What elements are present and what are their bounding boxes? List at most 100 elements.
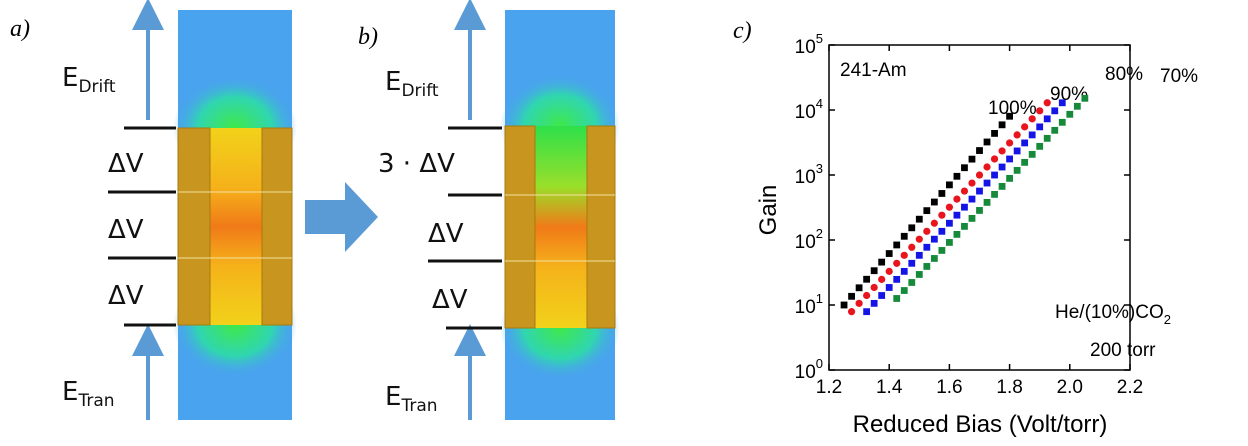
point [938, 228, 945, 235]
point [931, 220, 938, 227]
electrode [178, 128, 210, 325]
point [946, 204, 953, 211]
point [886, 268, 893, 275]
drift-label: EDrift [62, 63, 116, 97]
drift-label: EDrift [385, 67, 439, 101]
point [991, 155, 998, 162]
point [856, 284, 863, 291]
drift-sub: Drift [401, 81, 438, 101]
point [1006, 139, 1013, 146]
annotation: 241-Am [840, 60, 907, 81]
point [1014, 131, 1021, 138]
point [954, 173, 961, 180]
point [886, 284, 893, 291]
figure: a) EDrift ΔV ΔV ΔV ETran b) [0, 0, 1248, 446]
point [968, 179, 975, 186]
gap-label: 3 · ΔV [378, 149, 455, 179]
point [878, 259, 885, 266]
diagram-b: b) EDrift 3 · ΔV ΔV ΔV ETran [358, 10, 620, 420]
annotation-text: He/(10%)CO [1055, 302, 1164, 323]
point [916, 216, 923, 223]
drift-sub: Drift [78, 77, 115, 97]
y-tick-base: 10 [795, 37, 816, 58]
y-tick-label: 102 [795, 226, 823, 253]
x-tick-label: 1.4 [876, 377, 903, 398]
electrode [262, 128, 292, 325]
point [991, 191, 998, 198]
point [946, 220, 953, 227]
tran-label: ETran [385, 382, 438, 416]
y-tick-base: 10 [795, 102, 816, 123]
point [871, 300, 878, 307]
electrode [505, 126, 535, 328]
point [1051, 127, 1058, 134]
point [969, 215, 976, 222]
point [893, 242, 900, 249]
point [1036, 123, 1043, 130]
point [1006, 175, 1013, 182]
point [976, 188, 983, 195]
point [871, 284, 878, 291]
point [961, 223, 968, 230]
point [953, 195, 960, 202]
gain-chart: c) Reduced Bias (Volt/torr) Gain 1.21.41… [733, 18, 1198, 438]
series-label: 90% [1050, 84, 1088, 105]
y-tick-label: 104 [795, 96, 823, 123]
point [938, 247, 945, 254]
point [931, 236, 938, 243]
point [954, 231, 961, 238]
tran-e: E [62, 377, 78, 407]
y-tick-label: 105 [795, 31, 823, 58]
point [1036, 107, 1043, 114]
point [984, 180, 991, 187]
y-tick-exp: 1 [816, 291, 823, 306]
x-tick-label: 2.2 [1117, 377, 1143, 398]
point [998, 147, 1005, 154]
point [863, 276, 870, 283]
point [1066, 111, 1073, 118]
point [901, 268, 908, 275]
point [999, 164, 1006, 171]
gap-label: ΔV [108, 281, 144, 311]
x-tick-label: 1.2 [816, 377, 842, 398]
point [893, 295, 900, 302]
tran-sub: Tran [77, 391, 114, 411]
point [863, 308, 870, 315]
point [946, 181, 953, 188]
point [1044, 135, 1051, 142]
point [999, 183, 1006, 190]
tran-sub: Tran [400, 396, 437, 416]
point [1021, 159, 1028, 166]
point [961, 187, 968, 194]
electrode [587, 126, 615, 328]
x-tick-label: 2.0 [1057, 377, 1083, 398]
drift-e: E [62, 63, 78, 93]
y-tick-label: 103 [795, 161, 823, 188]
y-axis-title: Gain [755, 185, 782, 236]
point [893, 260, 900, 267]
point [1014, 148, 1021, 155]
point [1006, 156, 1013, 163]
point [908, 279, 915, 286]
point [841, 302, 848, 309]
point [878, 276, 885, 283]
y-tick-exp: 5 [816, 31, 823, 46]
annotation-text: 241-Am [840, 60, 907, 81]
point [1014, 167, 1021, 174]
point [954, 212, 961, 219]
point [931, 255, 938, 262]
point [908, 244, 915, 251]
series-label: 100% [988, 98, 1037, 119]
point [1029, 151, 1036, 158]
point [984, 199, 991, 206]
panel-label: c) [733, 18, 752, 44]
point [1021, 140, 1028, 147]
tran-label: ETran [62, 377, 115, 411]
point [856, 300, 863, 307]
transition-arrow [305, 182, 378, 252]
point [999, 121, 1006, 128]
y-tick-base: 10 [795, 232, 816, 253]
annotation-text: 200 torr [1090, 340, 1156, 361]
panel-label: a) [10, 16, 30, 42]
point [848, 293, 855, 300]
